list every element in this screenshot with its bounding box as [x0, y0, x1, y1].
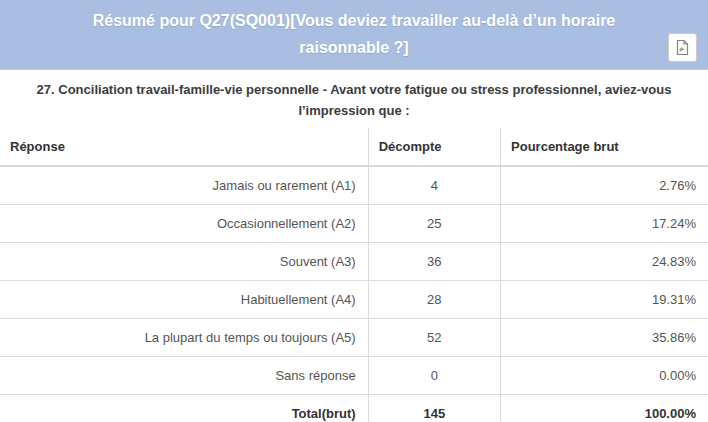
answer-cell: Habituellement (A4) — [0, 281, 368, 319]
table-row: Sans réponse 0 0.00% — [0, 357, 708, 395]
table-total-row: Total(brut) 145 100.00% — [0, 395, 708, 422]
count-cell: 52 — [368, 319, 500, 357]
percent-cell: 2.76% — [501, 166, 708, 205]
total-count-cell: 145 — [368, 395, 500, 422]
percent-cell: 24.83% — [501, 243, 708, 281]
table-row: Jamais ou rarement (A1) 4 2.76% — [0, 166, 708, 205]
percent-cell: 17.24% — [501, 205, 708, 243]
answer-cell: Occasionnellement (A2) — [0, 205, 368, 243]
answer-cell: Sans réponse — [0, 357, 368, 395]
table-header-row: Réponse Décompte Pourcentage brut — [0, 128, 708, 166]
column-header-count: Décompte — [368, 128, 500, 166]
total-percent-cell: 100.00% — [501, 395, 708, 422]
table-row: Habituellement (A4) 28 19.31% — [0, 281, 708, 319]
summary-header: Résumé pour Q27(SQ001)[Vous deviez trava… — [0, 0, 708, 70]
answer-cell: Jamais ou rarement (A1) — [0, 166, 368, 205]
question-summary-panel: Résumé pour Q27(SQ001)[Vous deviez trava… — [0, 0, 708, 422]
count-cell: 36 — [368, 243, 500, 281]
file-pdf-icon — [675, 39, 690, 56]
export-pdf-button[interactable] — [668, 33, 697, 62]
table-row: Souvent (A3) 36 24.83% — [0, 243, 708, 281]
column-header-percent: Pourcentage brut — [501, 128, 708, 166]
question-text: 27. Conciliation travail-famille-vie per… — [0, 70, 708, 128]
table-row: Occasionnellement (A2) 25 17.24% — [0, 205, 708, 243]
table-row: La plupart du temps ou toujours (A5) 52 … — [0, 319, 708, 357]
percent-cell: 0.00% — [501, 357, 708, 395]
summary-title: Résumé pour Q27(SQ001)[Vous deviez trava… — [0, 0, 708, 61]
summary-table: Réponse Décompte Pourcentage brut Jamais… — [0, 128, 708, 422]
total-label-cell: Total(brut) — [0, 395, 368, 422]
count-cell: 0 — [368, 357, 500, 395]
answer-cell: Souvent (A3) — [0, 243, 368, 281]
percent-cell: 35.86% — [501, 319, 708, 357]
column-header-answer: Réponse — [0, 128, 368, 166]
percent-cell: 19.31% — [501, 281, 708, 319]
count-cell: 25 — [368, 205, 500, 243]
answer-cell: La plupart du temps ou toujours (A5) — [0, 319, 368, 357]
count-cell: 4 — [368, 166, 500, 205]
count-cell: 28 — [368, 281, 500, 319]
